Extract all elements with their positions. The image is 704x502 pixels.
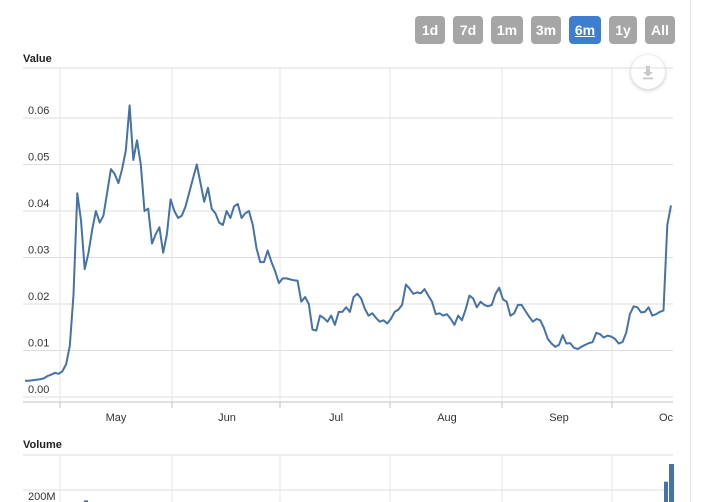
volume-bar [669,464,674,502]
x-tick-label: May [106,412,127,424]
x-tick-label: Oc [659,412,674,424]
range-button-7d[interactable]: 7d [453,16,483,44]
volume-bar [664,481,668,502]
range-button-1m[interactable]: 1m [491,16,523,44]
y-tick-label: 0.05 [28,152,49,164]
volume-tick-label: 200M [28,491,56,502]
y-tick-label: 0.06 [28,105,49,117]
y-tick-label: 0.00 [28,384,49,396]
range-selector: 1d 7d 1m 3m 6m 1y All [415,16,675,44]
range-button-1y[interactable]: 1y [609,16,637,44]
y-tick-label: 0.02 [28,291,49,303]
export-button[interactable] [631,55,665,89]
y-tick-label: 0.03 [28,245,49,257]
range-button-6m[interactable]: 6m [569,16,601,44]
x-tick-label: Jul [329,412,343,424]
range-button-1d[interactable]: 1d [415,16,445,44]
value-axis-title: Value [23,53,52,65]
y-tick-label: 0.04 [28,198,49,210]
range-button-3m[interactable]: 3m [531,16,561,44]
download-icon [643,66,653,80]
y-tick-label: 0.01 [28,338,49,350]
x-tick-label: Aug [437,412,457,424]
x-tick-label: Jun [218,412,236,424]
range-button-all[interactable]: All [645,16,675,44]
x-tick-label: Sep [549,412,569,424]
price-series-line [25,104,672,382]
volume-axis-title: Volume [23,439,62,451]
